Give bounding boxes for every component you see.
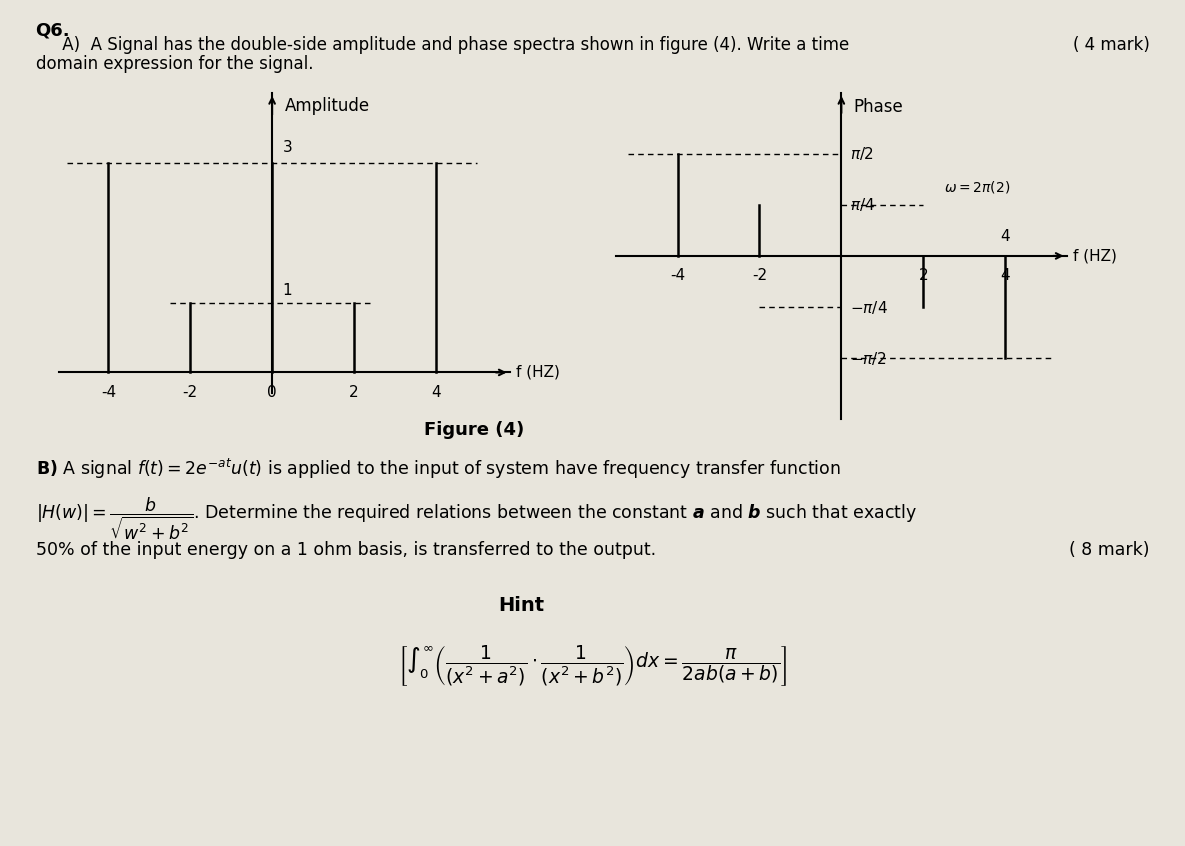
Text: -2: -2	[752, 267, 767, 283]
Text: $\pi/2$: $\pi/2$	[850, 146, 873, 162]
Text: Phase: Phase	[853, 98, 903, 116]
Text: Amplitude: Amplitude	[284, 96, 370, 114]
Text: 4: 4	[1000, 229, 1010, 244]
Text: 4: 4	[1000, 267, 1010, 283]
Text: Q6.: Q6.	[36, 21, 70, 39]
Text: A)  A Signal has the double-side amplitude and phase spectra shown in figure (4): A) A Signal has the double-side amplitud…	[36, 36, 848, 53]
Text: -2: -2	[182, 385, 198, 400]
Text: ( 4 mark): ( 4 mark)	[1072, 36, 1149, 53]
Text: f (HZ): f (HZ)	[515, 365, 559, 380]
Text: 4: 4	[431, 385, 441, 400]
Text: 50% of the input energy on a 1 ohm basis, is transferred to the output.: 50% of the input energy on a 1 ohm basis…	[36, 541, 655, 559]
Text: $\left[ \int_{0}^{\infty} \left( \dfrac{1}{(x^2 + a^2)} \cdot \dfrac{1}{(x^2 + b: $\left[ \int_{0}^{\infty} \left( \dfrac{…	[398, 643, 787, 688]
Text: -4: -4	[670, 267, 685, 283]
Text: 0: 0	[268, 385, 277, 400]
Text: $|H(w)| = \dfrac{b}{\sqrt{w^2 + b^2}}$. Determine the required relations between: $|H(w)| = \dfrac{b}{\sqrt{w^2 + b^2}}$. …	[36, 495, 917, 541]
Text: $-\pi/2$: $-\pi/2$	[850, 349, 886, 366]
Text: 3: 3	[282, 140, 293, 155]
Text: f (HZ): f (HZ)	[1072, 249, 1116, 263]
Text: Hint: Hint	[499, 596, 544, 615]
Text: $\pi/4$: $\pi/4$	[850, 196, 875, 213]
Text: 2: 2	[918, 267, 928, 283]
Text: $\mathbf{B)}$ A signal $f(t) = 2e^{-at}u(t)$ is applied to the input of system h: $\mathbf{B)}$ A signal $f(t) = 2e^{-at}u…	[36, 457, 840, 481]
Text: -4: -4	[101, 385, 116, 400]
Text: domain expression for the signal.: domain expression for the signal.	[36, 55, 313, 73]
Text: $-\pi/4$: $-\pi/4$	[850, 299, 888, 316]
Text: ( 8 mark): ( 8 mark)	[1069, 541, 1149, 559]
Text: 2: 2	[350, 385, 359, 400]
Text: Figure (4): Figure (4)	[424, 421, 524, 439]
Text: $\omega = 2\pi(2)$: $\omega = 2\pi(2)$	[943, 179, 1010, 195]
Text: 1: 1	[282, 283, 292, 299]
